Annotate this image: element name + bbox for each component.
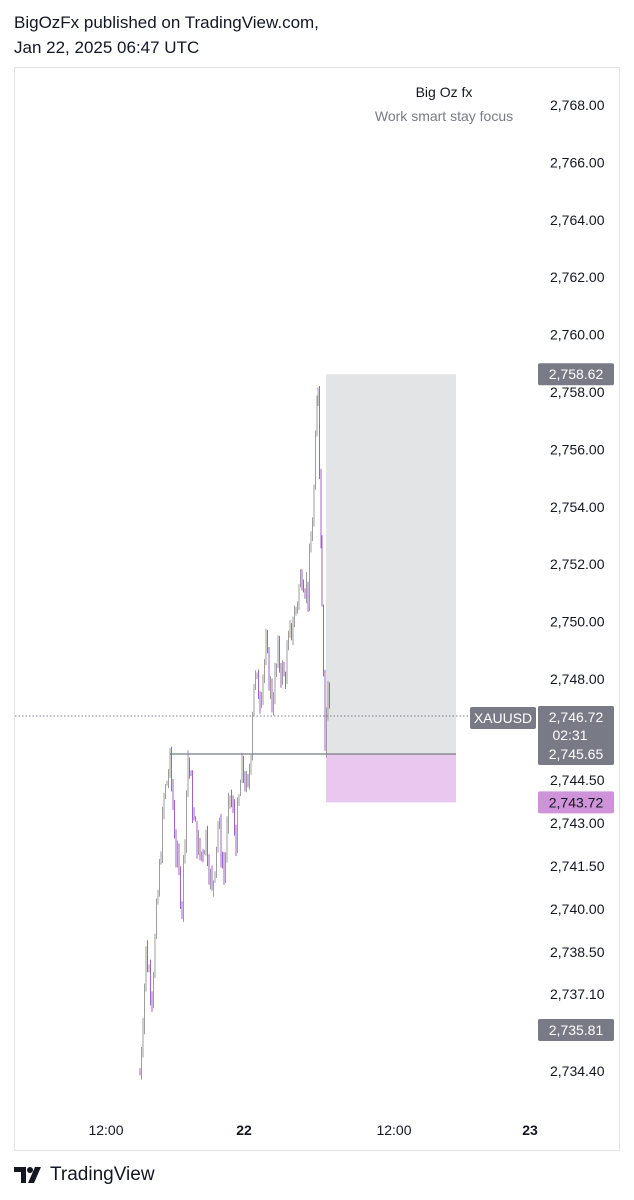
y-tick-label: 2,760.00 <box>550 327 605 343</box>
countdown-label: 02:31 <box>552 727 587 743</box>
price-badge-high <box>538 363 614 386</box>
y-axis: 2,768.00 2,766.00 2,764.00 2,762.00 2,760.00… <box>550 97 605 1079</box>
candles <box>139 385 330 1080</box>
price-badge-label: 2,743.72 <box>549 794 604 810</box>
price-badge-label: 2,745.65 <box>549 746 604 762</box>
price-badge-last-price <box>538 706 614 746</box>
annotation-subtitle: Work smart stay focus <box>375 108 513 124</box>
price-badges: 2,758.62 2,746.72 02:31 2,745.65 2,743.72 2,7… <box>538 363 614 1041</box>
price-badge-entry <box>538 743 614 765</box>
target-zone[interactable] <box>326 374 456 754</box>
symbol-label: XAUUSD <box>474 710 532 726</box>
annotation-title: Big Oz fx <box>416 84 473 100</box>
y-tick-label: 2,766.00 <box>550 154 605 170</box>
y-tick-label: 2,737.10 <box>550 986 605 1002</box>
price-badge-label: 2,746.72 <box>549 709 604 725</box>
y-tick-label: 2,744.50 <box>550 772 605 788</box>
tradingview-logo-icon <box>14 1167 41 1183</box>
y-tick-label: 2,738.50 <box>550 944 605 960</box>
y-tick-label: 2,764.00 <box>550 212 605 228</box>
y-tick-label: 2,750.00 <box>550 614 605 630</box>
price-chart[interactable]: Big Oz fx Work smart stay focus 2,768.00… <box>0 0 634 1160</box>
y-tick-label: 2,756.00 <box>550 441 605 457</box>
publish-date: Jan 22, 2025 06:47 UTC <box>14 38 200 57</box>
x-tick-label: 12:00 <box>376 1122 411 1138</box>
footer: TradingView <box>14 1160 155 1190</box>
y-tick-label: 2,740.00 <box>550 901 605 917</box>
publisher-line: BigOzFx published on TradingView.com, <box>14 13 319 32</box>
brand-name: TradingView <box>50 1164 155 1185</box>
x-axis: 12:00 22 12:00 23 <box>88 1122 538 1138</box>
x-tick-label: 22 <box>236 1122 252 1138</box>
price-badge-label: 2,758.62 <box>549 366 604 382</box>
y-tick-label: 2,734.40 <box>550 1063 605 1079</box>
y-tick-label: 2,754.00 <box>550 499 605 515</box>
price-badge-stop-loss <box>538 791 614 814</box>
y-tick-label: 2,762.00 <box>550 269 605 285</box>
x-tick-label: 12:00 <box>88 1122 123 1138</box>
y-tick-label: 2,768.00 <box>550 97 605 113</box>
y-tick-label: 2,741.50 <box>550 858 605 874</box>
y-tick-label: 2,752.00 <box>550 556 605 572</box>
price-badge-low <box>538 1019 614 1041</box>
chart-frame <box>14 67 620 1151</box>
x-tick-label: 23 <box>522 1122 538 1138</box>
y-tick-label: 2,758.00 <box>550 384 605 400</box>
y-tick-label: 2,748.00 <box>550 671 605 687</box>
symbol-badge <box>470 707 536 729</box>
stop-zone[interactable] <box>326 754 456 803</box>
publish-header: BigOzFx published on TradingView.com, Ja… <box>14 10 319 60</box>
y-tick-label: 2,743.00 <box>550 815 605 831</box>
price-badge-label: 2,735.81 <box>549 1022 604 1038</box>
